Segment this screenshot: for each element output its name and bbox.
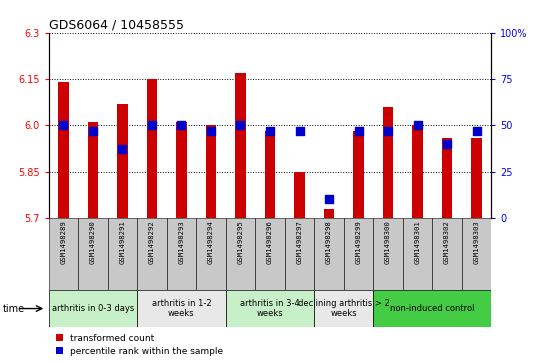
Text: GSM1498292: GSM1498292 xyxy=(149,220,155,264)
Bar xyxy=(462,218,491,290)
Point xyxy=(443,141,451,147)
Bar xyxy=(49,290,137,327)
Bar xyxy=(373,290,491,327)
Point xyxy=(177,122,186,128)
Point xyxy=(118,146,127,152)
Bar xyxy=(344,218,373,290)
Bar xyxy=(137,218,167,290)
Point xyxy=(413,122,422,128)
Text: GSM1498293: GSM1498293 xyxy=(178,220,185,264)
Text: GSM1498300: GSM1498300 xyxy=(385,220,391,264)
Bar xyxy=(471,138,482,218)
Point xyxy=(354,128,363,134)
Point xyxy=(236,122,245,128)
Bar xyxy=(373,218,403,290)
Bar xyxy=(383,107,393,218)
Text: arthritis in 1-2
weeks: arthritis in 1-2 weeks xyxy=(152,299,211,318)
Bar xyxy=(226,218,255,290)
Text: GSM1498294: GSM1498294 xyxy=(208,220,214,264)
Bar xyxy=(176,122,187,218)
Bar xyxy=(196,218,226,290)
Bar xyxy=(294,171,305,218)
Text: declining arthritis > 2
weeks: declining arthritis > 2 weeks xyxy=(298,299,390,318)
Point xyxy=(295,128,304,134)
Bar xyxy=(314,290,373,327)
Point xyxy=(472,128,481,134)
Bar xyxy=(226,290,314,327)
Point xyxy=(266,128,274,134)
Bar xyxy=(87,122,98,218)
Text: GSM1498298: GSM1498298 xyxy=(326,220,332,264)
Bar xyxy=(353,131,364,218)
Bar xyxy=(117,103,127,218)
Text: GSM1498299: GSM1498299 xyxy=(355,220,362,264)
Bar xyxy=(285,218,314,290)
Text: GSM1498303: GSM1498303 xyxy=(474,220,480,264)
Text: non-induced control: non-induced control xyxy=(390,304,475,313)
Legend: transformed count, percentile rank within the sample: transformed count, percentile rank withi… xyxy=(53,331,226,358)
Text: GDS6064 / 10458555: GDS6064 / 10458555 xyxy=(49,19,184,32)
Bar xyxy=(413,125,423,218)
Point xyxy=(89,128,97,134)
Bar xyxy=(147,79,157,218)
Text: GSM1498290: GSM1498290 xyxy=(90,220,96,264)
Text: GSM1498296: GSM1498296 xyxy=(267,220,273,264)
Bar xyxy=(137,290,226,327)
Bar xyxy=(167,218,196,290)
Text: GSM1498301: GSM1498301 xyxy=(415,220,421,264)
Point xyxy=(207,128,215,134)
Bar xyxy=(403,218,433,290)
Bar xyxy=(49,218,78,290)
Bar xyxy=(255,218,285,290)
Text: arthritis in 0-3 days: arthritis in 0-3 days xyxy=(52,304,134,313)
Text: time: time xyxy=(3,303,24,314)
Bar xyxy=(78,218,107,290)
Text: GSM1498302: GSM1498302 xyxy=(444,220,450,264)
Point xyxy=(384,128,393,134)
Bar xyxy=(314,218,344,290)
Text: arthritis in 3-4
weeks: arthritis in 3-4 weeks xyxy=(240,299,300,318)
Bar xyxy=(235,73,246,218)
Bar xyxy=(206,125,216,218)
Bar xyxy=(324,208,334,218)
Bar xyxy=(442,138,453,218)
Text: GSM1498295: GSM1498295 xyxy=(238,220,244,264)
Text: GSM1498289: GSM1498289 xyxy=(60,220,66,264)
Bar xyxy=(265,131,275,218)
Bar xyxy=(107,218,137,290)
Point xyxy=(325,196,333,202)
Text: GSM1498297: GSM1498297 xyxy=(296,220,302,264)
Bar xyxy=(433,218,462,290)
Point xyxy=(147,122,156,128)
Text: GSM1498291: GSM1498291 xyxy=(119,220,125,264)
Bar xyxy=(58,82,69,218)
Point xyxy=(59,122,68,128)
